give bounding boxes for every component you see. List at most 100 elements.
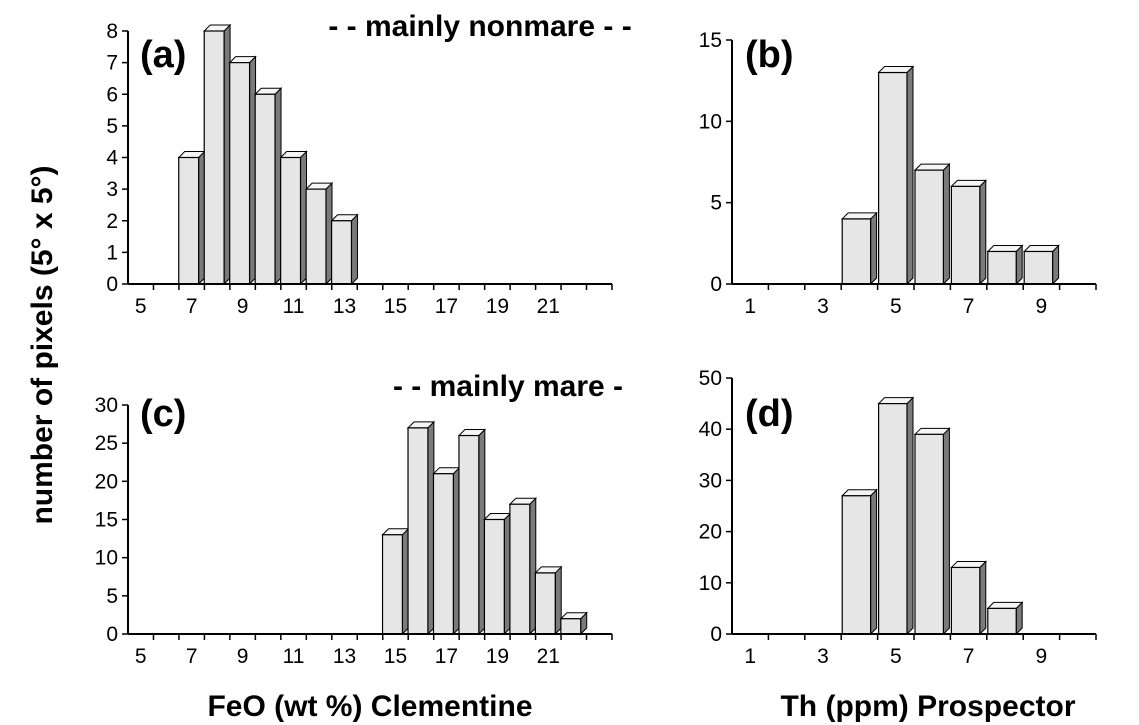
bar <box>986 244 1024 286</box>
x-tick-label: 13 <box>333 645 356 668</box>
x-axis-title-th: Th (ppm) Prospector <box>780 690 1075 723</box>
x-tick-label: 5 <box>890 295 902 318</box>
bar-top <box>913 163 951 171</box>
bar <box>913 427 951 636</box>
x-tick-label: 1 <box>744 295 756 318</box>
bar <box>950 179 988 286</box>
bar <box>483 512 512 636</box>
x-tick-label: 15 <box>384 645 407 668</box>
y-tick-label: 5 <box>106 585 118 608</box>
bar <box>877 65 915 286</box>
chart-panel-d: 1 3 5 7 9 0 10 20 30 40 50 (d) <box>699 367 1097 668</box>
bar-front <box>914 169 944 285</box>
y-tick-label: 2 <box>106 210 118 233</box>
y-tick-label: 0 <box>106 623 118 646</box>
bar-top <box>986 244 1024 252</box>
y-tick-label: 5 <box>106 115 118 138</box>
y-tick-label: 5 <box>710 192 722 215</box>
x-tick-label: 3 <box>817 295 829 318</box>
bar-front <box>509 503 531 635</box>
bar <box>304 181 334 286</box>
x-tick-label: 11 <box>283 295 305 318</box>
y-tick-label: 20 <box>95 470 118 493</box>
x-tick-label: 7 <box>963 295 975 318</box>
bar-top <box>986 601 1024 609</box>
x-tick-label: 15 <box>384 295 407 318</box>
x-axis-title-feo: FeO (wt %) Clementine <box>207 690 532 723</box>
bar-top <box>877 66 915 74</box>
bar <box>877 396 915 636</box>
y-tick-label: 30 <box>95 394 118 417</box>
y-tick-label: 15 <box>699 29 722 52</box>
bar-side <box>870 211 878 286</box>
bar-top <box>840 212 878 220</box>
bar <box>840 211 878 286</box>
bar-front <box>987 607 1017 635</box>
bar-front <box>407 427 429 635</box>
bar-front <box>534 572 556 635</box>
bar <box>203 23 232 286</box>
x-tick-label: 9 <box>1036 645 1048 668</box>
bar <box>534 565 563 636</box>
x-tick-label: 17 <box>435 295 458 318</box>
bar-front <box>330 220 353 285</box>
bar <box>559 611 588 636</box>
x-tick-label: 19 <box>486 295 509 318</box>
bar <box>279 150 308 286</box>
banner-mainly-nonmare: - - mainly nonmare - - <box>328 10 631 43</box>
bar-top <box>877 397 915 405</box>
bar <box>986 601 1024 636</box>
panel-label: (c) <box>140 393 186 435</box>
x-tick-label: 13 <box>333 295 356 318</box>
bar-top <box>950 560 988 568</box>
y-tick-label: 15 <box>95 509 118 532</box>
bar <box>508 497 537 636</box>
x-tick-label: 9 <box>237 645 249 668</box>
bar-front <box>878 71 908 285</box>
y-tick-label: 8 <box>106 20 118 43</box>
y-tick-label: 50 <box>699 367 722 390</box>
bar <box>950 560 988 636</box>
bar-front <box>381 534 404 635</box>
bar-top <box>913 427 951 435</box>
bar-front <box>305 188 327 285</box>
y-tick-label: 0 <box>710 623 722 646</box>
bar <box>1022 244 1060 286</box>
x-tick-label: 1 <box>744 645 756 668</box>
y-tick-label: 10 <box>699 110 722 133</box>
x-tick-label: 7 <box>963 645 975 668</box>
bar-front <box>841 218 872 285</box>
bar-side <box>942 162 950 286</box>
x-tick-label: 9 <box>1036 295 1048 318</box>
y-tick-label: 0 <box>710 273 722 296</box>
bar-top <box>1022 244 1060 252</box>
bar-front <box>914 433 944 635</box>
x-tick-label: 5 <box>135 295 147 318</box>
y-tick-label: 4 <box>106 147 118 170</box>
y-tick-label: 6 <box>106 83 118 106</box>
bar-top <box>840 489 878 497</box>
x-tick-label: 7 <box>186 295 198 318</box>
y-tick-label: 1 <box>106 241 118 264</box>
bar <box>228 55 257 286</box>
bar <box>406 420 436 636</box>
y-tick-label: 20 <box>699 521 722 544</box>
bar <box>913 162 951 286</box>
panel-label: (b) <box>745 34 794 76</box>
x-tick-label: 3 <box>817 645 829 668</box>
x-tick-label: 5 <box>890 645 902 668</box>
bar-front <box>987 250 1017 285</box>
chart-panel-a: 5 7 9 11 13 15 17 19 21 0 1 2 3 4 5 6 7 8 (a) <box>106 20 613 318</box>
bar-top <box>950 179 988 187</box>
panel-label: (a) <box>140 34 186 76</box>
bar-front <box>950 185 981 285</box>
y-axis-title: number of pixels (5° x 5°) <box>26 165 59 524</box>
bar-front <box>560 618 582 635</box>
bar <box>253 87 283 286</box>
bar <box>432 466 461 636</box>
bar-front <box>432 473 454 635</box>
y-tick-label: 10 <box>95 547 118 570</box>
